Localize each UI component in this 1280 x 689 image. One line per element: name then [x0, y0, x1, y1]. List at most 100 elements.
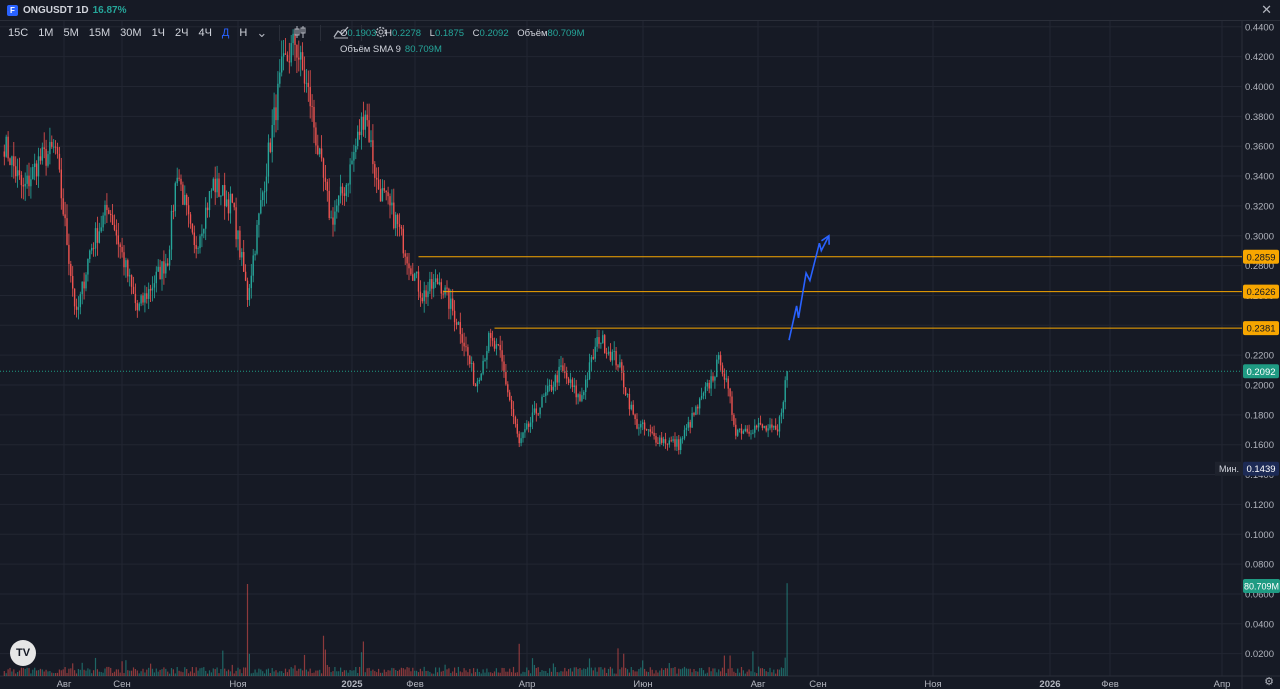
timeframe-button[interactable]: 15С: [8, 27, 29, 39]
volume-bar: [20, 667, 22, 676]
volume-bar: [720, 671, 722, 676]
volume-bar: [292, 668, 294, 676]
volume-bar: [780, 667, 782, 676]
title-bar: F ONGUSDT 1D 16.87% ✕: [0, 0, 1280, 21]
volume-bar: [590, 667, 592, 676]
volume-bar: [49, 671, 51, 676]
volume-bar: [125, 660, 127, 676]
candle-body: [218, 178, 220, 197]
candle-body: [91, 247, 93, 251]
timeframe-button[interactable]: Д: [221, 27, 230, 39]
candle-body: [566, 372, 568, 379]
candle-body: [482, 360, 484, 374]
candle-body: [664, 439, 667, 444]
candle-body: [243, 251, 245, 272]
candle-body: [163, 261, 165, 274]
candle-body: [628, 393, 631, 410]
candle-body: [602, 335, 604, 344]
timeframe-button[interactable]: 4Ч: [198, 27, 212, 39]
candle-body: [522, 432, 524, 439]
candle-body: [115, 229, 118, 236]
candle-body: [651, 431, 653, 433]
candle-body: [640, 424, 642, 428]
chevron-down-icon[interactable]: ⌄: [256, 25, 268, 40]
candle-body: [689, 422, 691, 428]
candle-body: [708, 382, 710, 389]
volume-bar: [355, 667, 357, 676]
y-tick-label: 0.2000: [1245, 381, 1274, 392]
volume-bar: [594, 667, 596, 676]
candle-body: [490, 332, 492, 338]
volume-bar: [262, 671, 264, 676]
candles-icon[interactable]: [288, 25, 312, 42]
candle-body: [581, 395, 583, 401]
candle-body: [605, 353, 608, 355]
indicators-icon[interactable]: [329, 25, 353, 42]
candle-body: [246, 280, 249, 300]
timeframe-button[interactable]: 1Ч: [151, 27, 166, 39]
candle-body: [469, 355, 471, 365]
volume-bar: [163, 667, 165, 676]
candle-body: [395, 214, 397, 229]
candle-body: [687, 422, 689, 428]
volume-bar: [767, 672, 769, 676]
candle-body: [442, 293, 444, 295]
candle-body: [258, 213, 260, 225]
volume-bar: [507, 671, 509, 676]
volume-bar: [146, 669, 148, 676]
axis-settings-icon[interactable]: ⚙: [1264, 676, 1274, 688]
volume-bar: [786, 583, 788, 676]
candle-body: [252, 255, 254, 276]
timeframe-button[interactable]: 15М: [88, 27, 111, 39]
y-tick-label: 0.0800: [1245, 560, 1274, 571]
volume-bar: [490, 672, 492, 676]
volume-bar: [357, 672, 359, 676]
volume-bar: [203, 667, 205, 676]
volume-bar: [298, 668, 300, 676]
volume-bar: [385, 671, 387, 676]
volume-bar: [207, 673, 209, 676]
x-tick-label: Сен: [113, 679, 130, 689]
candle-body: [518, 433, 520, 444]
settings-icon[interactable]: [370, 25, 392, 42]
x-tick-label: Ноя: [229, 679, 246, 689]
candle-body: [634, 414, 636, 420]
candle-body: [241, 251, 243, 258]
timeframe-button[interactable]: 30М: [120, 27, 142, 39]
candle-body: [501, 350, 503, 362]
volume-bar: [353, 670, 355, 676]
tradingview-logo-icon[interactable]: TV: [10, 640, 36, 666]
timeframe-button[interactable]: 2Ч: [175, 27, 189, 39]
volume-bar: [526, 667, 528, 676]
volume-bar: [440, 671, 442, 676]
timeframe-button[interactable]: 1М: [38, 27, 54, 39]
volume-bar: [592, 670, 594, 676]
candle-body: [178, 177, 180, 179]
timeframe-button[interactable]: 5М: [63, 27, 79, 39]
candle-body: [313, 106, 315, 128]
candle-body: [642, 422, 644, 425]
candle-body: [699, 398, 701, 409]
candle-body: [87, 258, 89, 275]
candle-body: [77, 307, 80, 310]
volume-bar: [205, 670, 207, 676]
candle-body: [275, 107, 277, 121]
x-tick-label: Авг: [751, 679, 766, 689]
level-price-tag: [1243, 321, 1279, 336]
candle-body: [666, 443, 669, 445]
candle-body: [659, 437, 661, 444]
candle-body: [165, 263, 167, 274]
close-icon[interactable]: ✕: [1261, 2, 1272, 17]
candle-body: [72, 276, 74, 289]
symbol-title[interactable]: ONGUSDT 1D: [23, 4, 89, 16]
timeframe-button[interactable]: Н: [239, 27, 248, 39]
sma-value: 80.709M: [404, 44, 442, 55]
candle-body: [186, 194, 188, 206]
candle-body: [569, 379, 572, 383]
candle-body: [723, 373, 726, 380]
volume-bar: [653, 673, 655, 676]
volume-sma-legend[interactable]: Объём SMA 9 80.709M: [340, 44, 442, 55]
volume-bar: [569, 668, 572, 676]
volume-bar: [180, 671, 182, 676]
